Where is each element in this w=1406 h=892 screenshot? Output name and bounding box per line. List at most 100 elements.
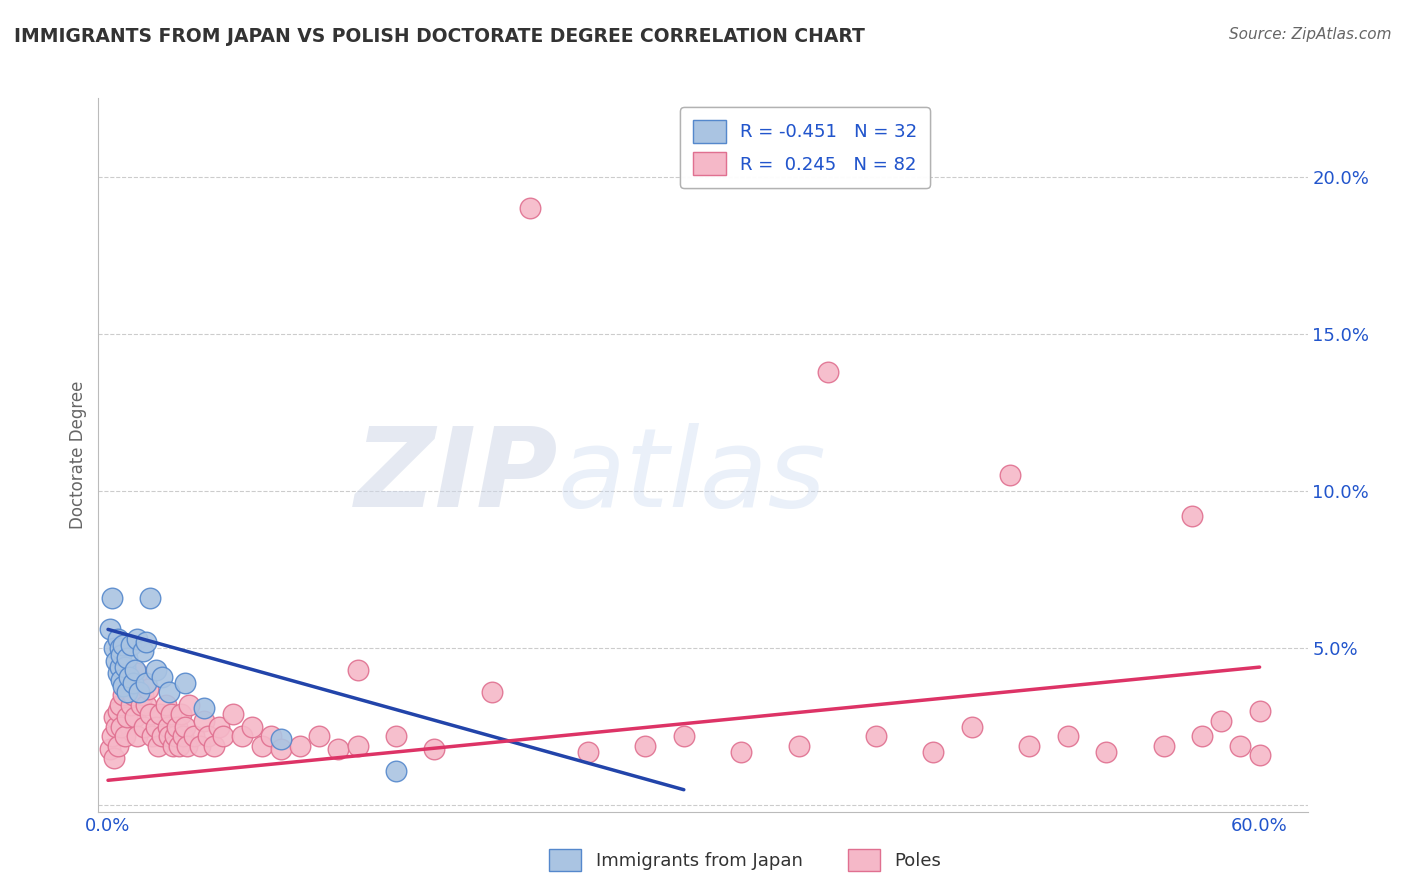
Point	[115, 710, 138, 724]
Text: IMMIGRANTS FROM JAPAN VS POLISH DOCTORATE DEGREE CORRELATION CHART: IMMIGRANTS FROM JAPAN VS POLISH DOCTORAT…	[14, 27, 865, 45]
Point	[202, 739, 225, 753]
Point	[166, 720, 188, 734]
Point	[346, 663, 368, 677]
Point	[114, 729, 136, 743]
Point	[519, 201, 541, 215]
Point	[131, 644, 153, 658]
Point	[108, 641, 131, 656]
Point	[112, 689, 135, 703]
Text: atlas: atlas	[558, 423, 827, 530]
Point	[114, 660, 136, 674]
Point	[1153, 739, 1175, 753]
Point	[1211, 714, 1233, 728]
Text: Source: ZipAtlas.com: Source: ZipAtlas.com	[1229, 27, 1392, 42]
Point	[817, 365, 839, 379]
Text: ZIP: ZIP	[354, 423, 558, 530]
Legend: R = -0.451   N = 32, R =  0.245   N = 82: R = -0.451 N = 32, R = 0.245 N = 82	[681, 107, 929, 188]
Point	[146, 739, 169, 753]
Point	[730, 745, 752, 759]
Point	[222, 707, 245, 722]
Point	[240, 720, 263, 734]
Point	[960, 720, 983, 734]
Point	[125, 729, 148, 743]
Point	[159, 685, 181, 699]
Point	[120, 638, 142, 652]
Point	[250, 739, 273, 753]
Point	[270, 732, 292, 747]
Point	[122, 689, 145, 703]
Point	[118, 673, 141, 687]
Point	[107, 704, 129, 718]
Point	[149, 707, 172, 722]
Point	[1191, 729, 1213, 743]
Point	[136, 682, 159, 697]
Point	[1018, 739, 1040, 753]
Point	[998, 468, 1021, 483]
Point	[1249, 748, 1271, 763]
Point	[172, 729, 194, 743]
Point	[423, 742, 446, 756]
Point	[110, 648, 132, 662]
Point	[103, 751, 125, 765]
Point	[124, 663, 146, 677]
Point	[328, 742, 350, 756]
Point	[160, 707, 183, 722]
Point	[108, 660, 131, 674]
Point	[110, 673, 132, 687]
Point	[110, 720, 132, 734]
Point	[270, 742, 292, 756]
Point	[107, 666, 129, 681]
Point	[481, 685, 503, 699]
Point	[208, 720, 231, 734]
Point	[101, 729, 124, 743]
Point	[131, 689, 153, 703]
Point	[115, 650, 138, 665]
Point	[115, 685, 138, 699]
Point	[104, 720, 127, 734]
Point	[122, 676, 145, 690]
Point	[145, 720, 167, 734]
Point	[101, 591, 124, 605]
Point	[672, 729, 695, 743]
Point	[145, 663, 167, 677]
Point	[634, 739, 657, 753]
Point	[1095, 745, 1118, 759]
Point	[139, 591, 162, 605]
Point	[170, 707, 193, 722]
Point	[346, 739, 368, 753]
Point	[108, 698, 131, 712]
Point	[135, 635, 157, 649]
Point	[118, 669, 141, 683]
Point	[125, 666, 148, 681]
Point	[120, 698, 142, 712]
Point	[134, 720, 156, 734]
Point	[107, 632, 129, 646]
Point	[193, 714, 215, 728]
Point	[135, 698, 157, 712]
Point	[135, 676, 157, 690]
Point	[193, 701, 215, 715]
Point	[197, 729, 219, 743]
Point	[173, 720, 195, 734]
Point	[922, 745, 945, 759]
Point	[103, 710, 125, 724]
Point	[183, 729, 205, 743]
Point	[177, 698, 200, 712]
Point	[104, 654, 127, 668]
Point	[176, 739, 198, 753]
Point	[231, 729, 253, 743]
Point	[167, 739, 190, 753]
Point	[107, 739, 129, 753]
Point	[103, 641, 125, 656]
Point	[150, 729, 173, 743]
Point	[125, 632, 148, 646]
Point	[1056, 729, 1078, 743]
Point	[156, 720, 179, 734]
Point	[141, 729, 163, 743]
Point	[385, 729, 408, 743]
Point	[385, 764, 408, 778]
Point	[1229, 739, 1251, 753]
Point	[112, 679, 135, 693]
Point	[129, 698, 152, 712]
Point	[165, 729, 187, 743]
